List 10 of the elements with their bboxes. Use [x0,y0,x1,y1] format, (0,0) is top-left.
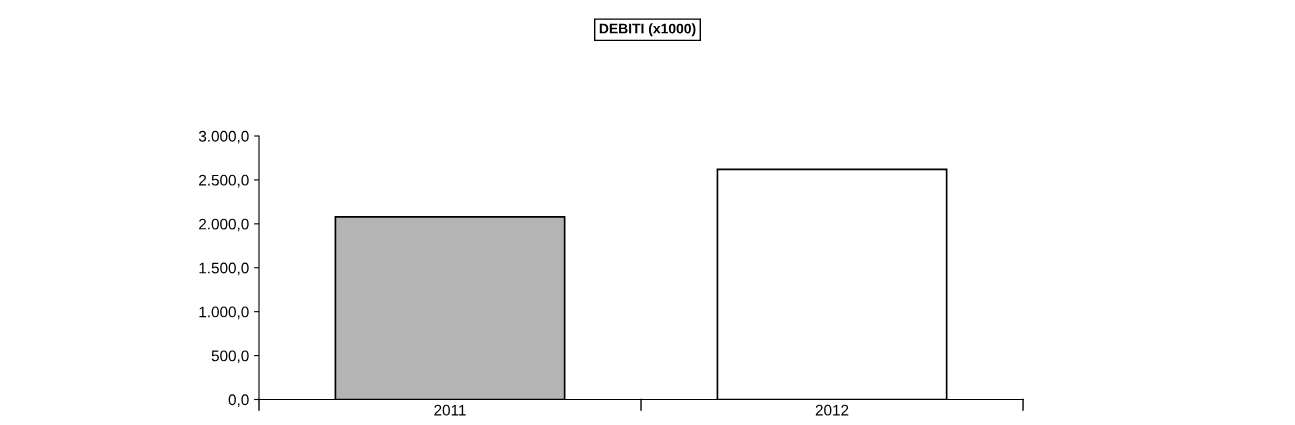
y-tick-label: 1.500,0 [199,262,249,276]
y-tick-label: 2.000,0 [199,218,249,232]
y-tick-label: 1.000,0 [199,306,249,320]
y-tick-label: 2.500,0 [199,174,249,188]
x-tick-label: 2012 [815,404,849,416]
y-tick-label: 0,0 [228,394,249,407]
y-tick-label: 500,0 [211,350,249,364]
x-tick-label: 2011 [434,404,466,416]
chart-title: DEBITI (x1000) [599,23,696,37]
y-tick-label: 3.000,0 [198,130,249,144]
